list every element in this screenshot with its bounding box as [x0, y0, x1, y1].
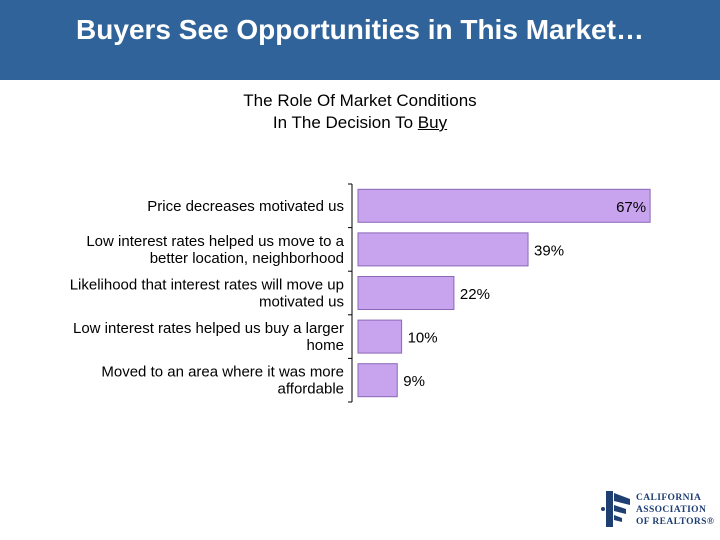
- category-label: Low interest rates helped us buy a large…: [73, 320, 344, 354]
- chart-subtitle: The Role Of Market Conditions In The Dec…: [160, 90, 560, 134]
- subtitle-line-1: The Role Of Market Conditions: [243, 91, 477, 110]
- bar-value-label: 10%: [408, 330, 438, 347]
- bar-value-label: 22%: [460, 286, 490, 303]
- bar: [357, 232, 529, 267]
- car-logo-text: CALIFORNIA ASSOCIATION OF REALTORS®: [636, 492, 714, 528]
- slide-title: Buyers See Opportunities in This Market…: [76, 14, 644, 45]
- header-bar: Buyers See Opportunities in This Market…: [0, 0, 720, 80]
- car-logo-mark-icon: [601, 491, 630, 527]
- bar-value-label: 67%: [616, 199, 646, 216]
- category-label: Moved to an area where it was more afford…: [101, 364, 344, 398]
- bar-value-label: 39%: [534, 242, 564, 259]
- logo-line-2: ASSOCIATION: [636, 505, 707, 515]
- bar: [357, 276, 455, 310]
- category-label: Likelihood that interest rates will move…: [70, 277, 344, 311]
- subtitle-line-2: In The Decision To Buy: [160, 112, 560, 134]
- category-label: Low interest rates helped us move to a be…: [86, 233, 344, 267]
- bar-value-label: 9%: [403, 373, 425, 390]
- bar: [357, 319, 403, 354]
- logo-line-3: OF REALTORS®: [636, 517, 715, 527]
- bar: [357, 188, 651, 223]
- logo-line-1: CALIFORNIA: [636, 493, 702, 503]
- category-label: Price decreases motivated us: [147, 198, 344, 215]
- subtitle-line-2-prefix: In The Decision To: [272, 113, 418, 132]
- bar: [357, 363, 398, 398]
- car-logo: CALIFORNIA ASSOCIATION OF REALTORS®: [600, 485, 718, 535]
- subtitle-emphasis: Buy: [417, 113, 448, 132]
